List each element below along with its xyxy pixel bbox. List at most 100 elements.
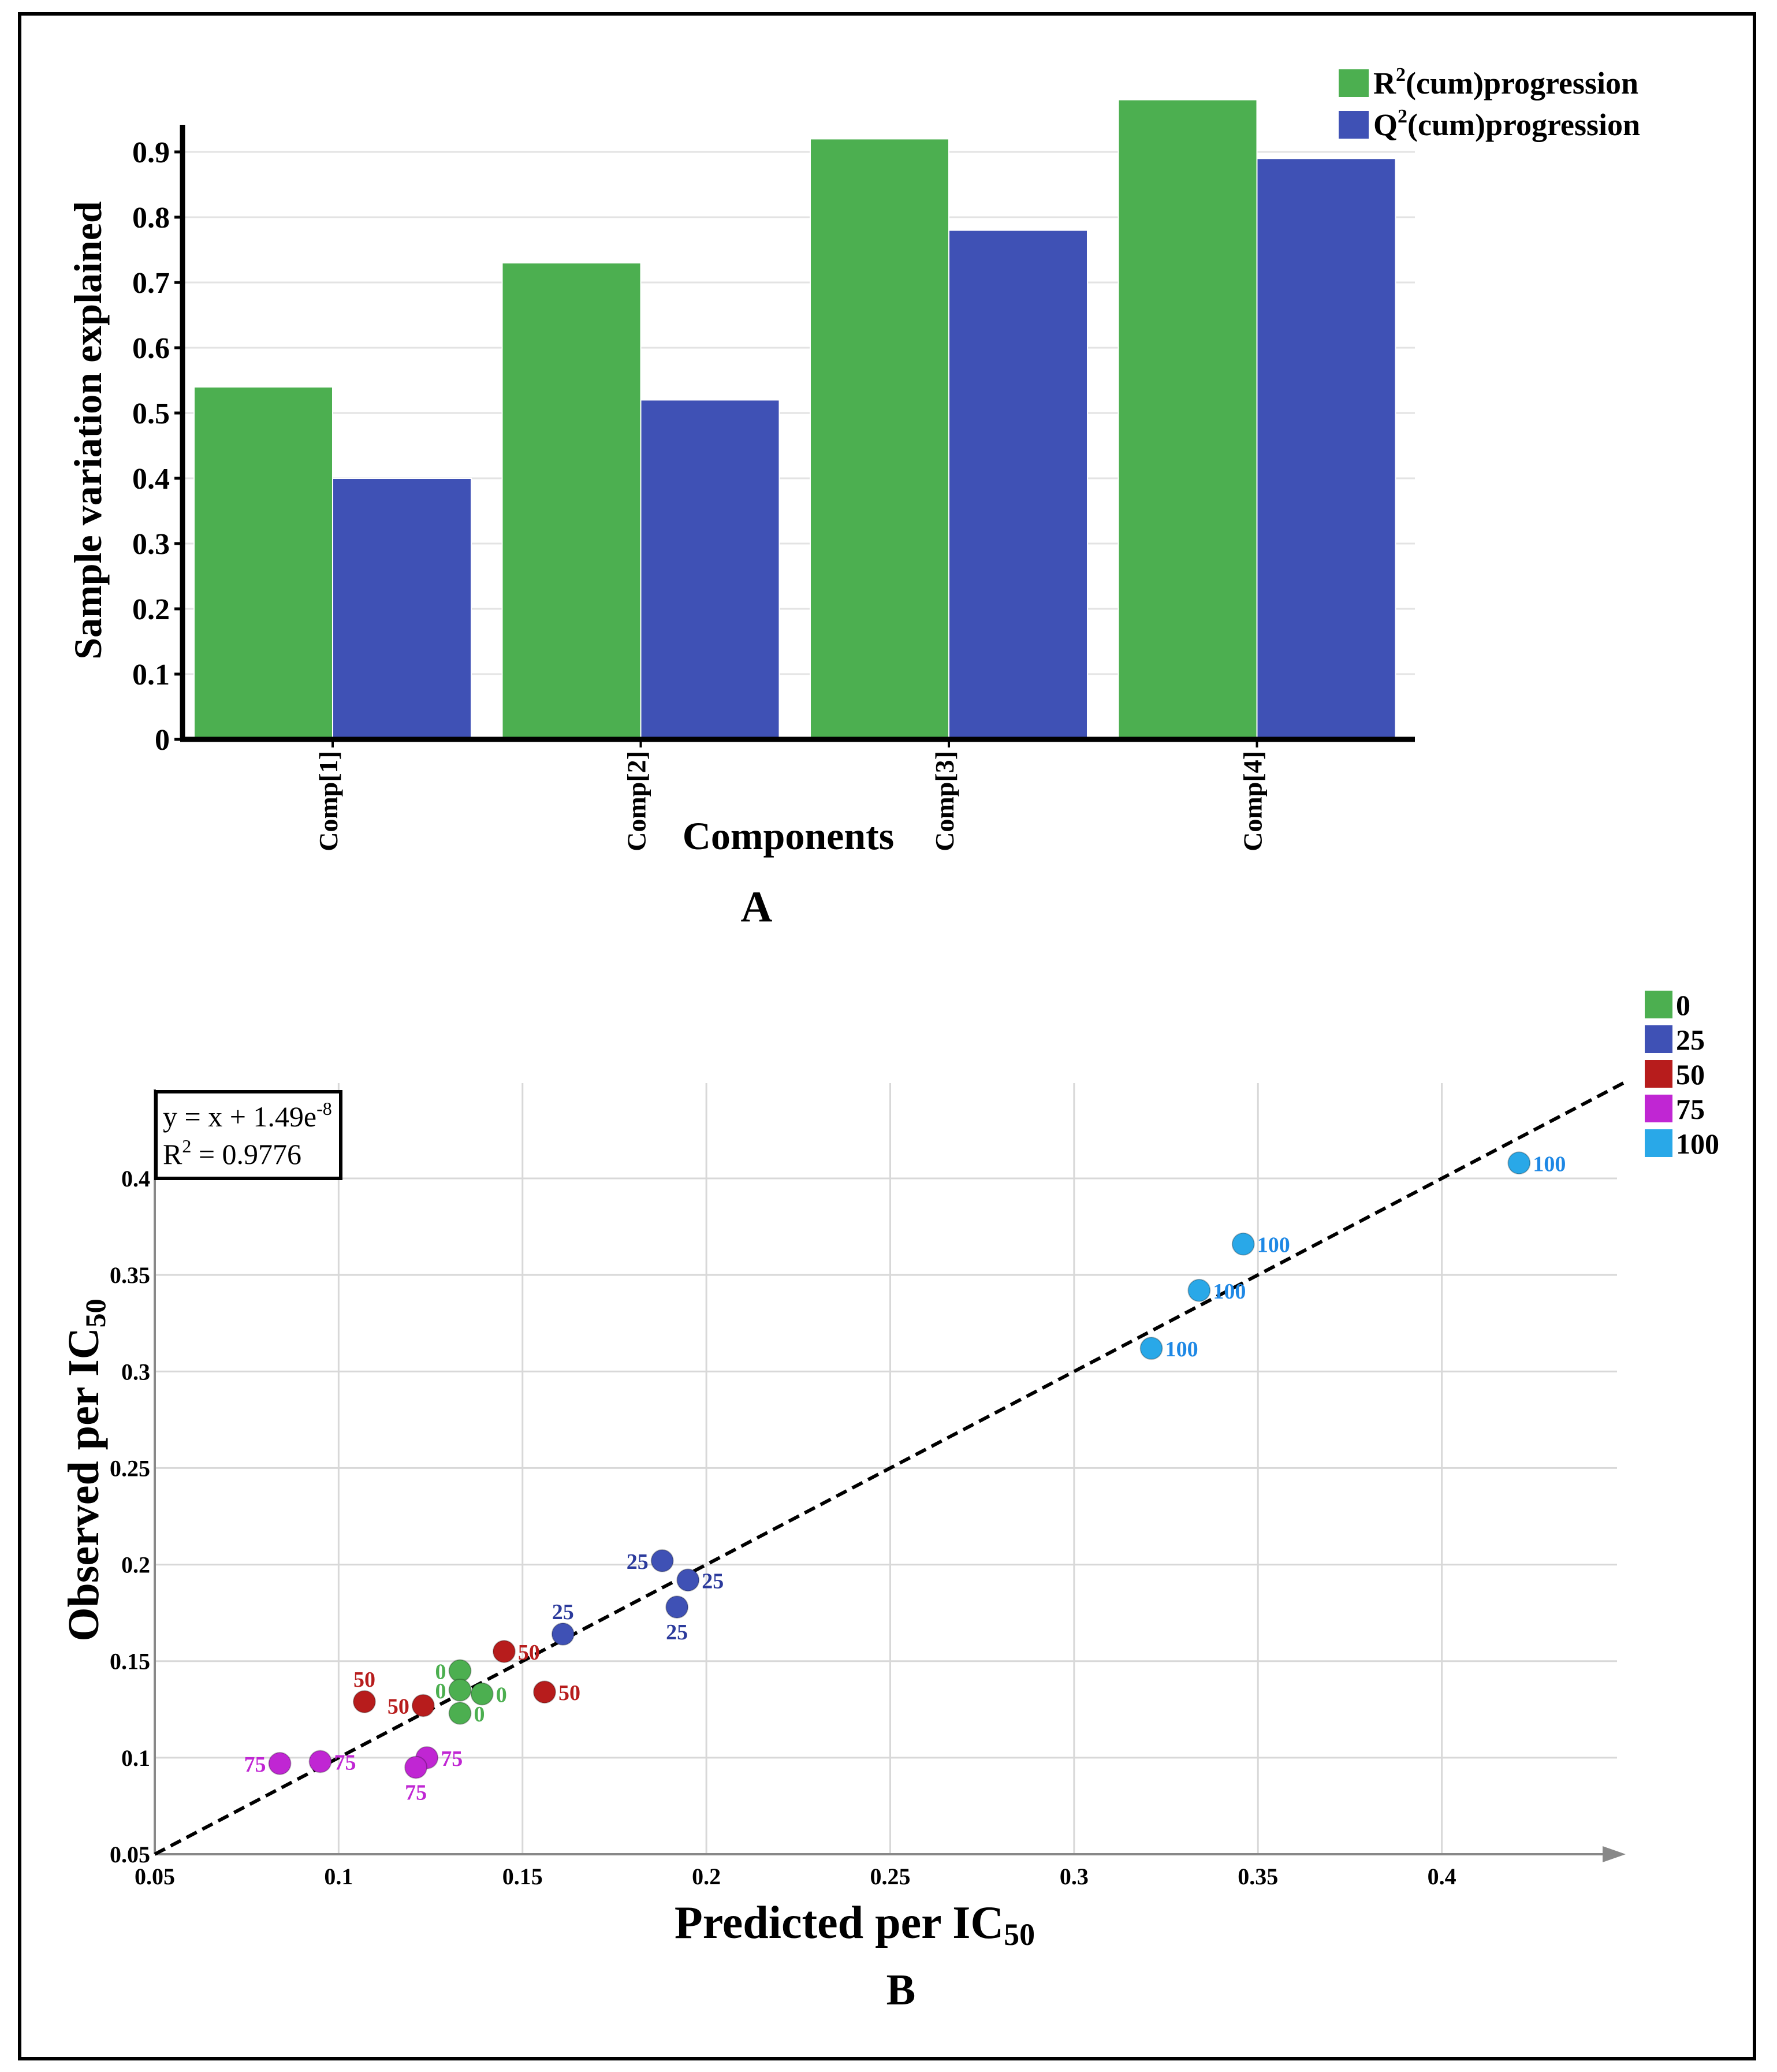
b-point-group-0 — [470, 1682, 494, 1706]
b-legend-swatch — [1645, 1025, 1672, 1053]
equation-line-2: R2 = 0.9776 — [163, 1136, 301, 1170]
b-point-group-50 — [532, 1680, 556, 1704]
b-point-group-50 — [352, 1690, 376, 1713]
b-point-label: 25 — [702, 1569, 724, 1593]
panel-b-y-axis-title-text: Observed per IC — [59, 1327, 108, 1641]
a-legend-name: R — [1373, 66, 1396, 101]
a-y-tick-label: 0 — [155, 724, 170, 757]
b-x-tick-label: 0.1 — [324, 1863, 353, 1889]
b-point-group-0 — [448, 1659, 472, 1683]
b-point-group-0 — [448, 1678, 472, 1702]
b-x-tick-label: 0.4 — [1428, 1863, 1456, 1889]
a-bar-Comp[1]-R — [193, 386, 333, 740]
panel-b-y-axis-title-sub: 50 — [79, 1299, 111, 1327]
panel-b-x-axis-title-text: Predicted per IC — [675, 1898, 1004, 1948]
panel-b-caption: B — [886, 1966, 916, 2014]
b-point-group-0 — [448, 1701, 472, 1725]
b-point-label: 25 — [552, 1600, 574, 1624]
b-legend-label: 50 — [1676, 1058, 1705, 1091]
b-point-label: 25 — [627, 1550, 649, 1574]
a-y-tick-label: 0.3 — [132, 528, 170, 561]
a-y-tick-label: 0.2 — [132, 593, 170, 626]
panel-a-y-axis-title: Sample variation explained — [66, 201, 110, 660]
b-point-label: 100 — [1165, 1337, 1198, 1362]
b-point-label: 100 — [1213, 1279, 1246, 1304]
panel-b-x-ticks: 0.05 0.1 0.15 0.2 0.25 0.3 0.35 0.4 — [135, 1863, 1456, 1889]
a-bar-Comp[2]-R — [501, 262, 642, 741]
b-point-label: 75 — [441, 1747, 463, 1771]
b-point-label: 50 — [388, 1695, 409, 1719]
b-point-group-75 — [268, 1751, 292, 1775]
equation-line-1-text: y = x + 1.49e — [163, 1100, 316, 1133]
b-y-tick-label: 0.35 — [110, 1262, 150, 1288]
equation-line-2-suffix: = 0.9776 — [191, 1138, 301, 1170]
b-point-label: 0 — [435, 1660, 446, 1684]
equation-line-2-prefix: R — [163, 1138, 182, 1170]
a-y-tick-label: 0.8 — [132, 202, 170, 235]
b-legend-label: 75 — [1676, 1093, 1705, 1125]
a-bar-Comp[2]-Q — [640, 399, 780, 740]
panel-b-gridlines — [155, 1083, 1617, 1854]
equation-line-2-sup: 2 — [182, 1136, 191, 1156]
a-legend-label: Q2(cum)progression — [1373, 106, 1640, 142]
b-y-tick-label: 0.1 — [121, 1745, 150, 1771]
b-point-label: 50 — [518, 1641, 540, 1665]
b-point-label: 100 — [1257, 1233, 1290, 1258]
b-y-tick-label: 0.15 — [110, 1649, 150, 1675]
equation-line-1: y = x + 1.49e-8 — [163, 1098, 332, 1133]
b-point-group-25 — [551, 1622, 575, 1646]
a-legend-suffix: (cum)progression — [1407, 107, 1640, 142]
b-point-label: 100 — [1533, 1152, 1566, 1176]
a-x-tick-label: Comp[1] — [314, 751, 343, 851]
a-legend-name: Q — [1373, 107, 1398, 142]
a-bar-Comp[4]-R — [1117, 99, 1258, 741]
a-y-tick-label: 0.6 — [132, 332, 170, 365]
panel-a-bar-chart: 00.10.20.30.40.50.60.70.80.9 Comp[1] Comp… — [66, 64, 1640, 931]
a-y-tick-label: 0.1 — [132, 659, 170, 691]
b-point-group-25 — [650, 1549, 674, 1572]
b-y-tick-label: 0.2 — [121, 1552, 150, 1578]
panel-a-y-ticks: 0 0.1 0.2 0.3 0.4 0.5 0.6 0.7 0.8 0.9 — [132, 136, 182, 757]
b-legend-swatch — [1645, 1129, 1672, 1157]
panel-a-x-axis-title: Components — [683, 814, 895, 858]
a-legend-swatch — [1339, 69, 1369, 97]
panel-b-x-axis-title: Predicted per IC50 — [675, 1898, 1035, 1952]
b-x-tick-label: 0.3 — [1060, 1863, 1089, 1889]
b-legend-label: 0 — [1676, 989, 1690, 1021]
a-x-tick-label: Comp[3] — [930, 751, 959, 851]
b-point-group-100 — [1187, 1278, 1211, 1302]
b-y-tick-label: 0.05 — [110, 1842, 150, 1868]
b-point-group-75 — [404, 1755, 428, 1779]
a-bar-Comp[1]-Q — [332, 478, 472, 740]
panel-a-caption: A — [741, 883, 773, 931]
panel-b-y-ticks: 0.05 0.1 0.15 0.2 0.25 0.3 0.35 0.4 — [110, 1166, 150, 1868]
panel-a-axes — [180, 125, 1415, 742]
b-legend-label: 25 — [1676, 1024, 1705, 1056]
b-point-group-100 — [1231, 1232, 1255, 1256]
b-point-label: 75 — [244, 1753, 266, 1777]
panel-b-x-axis-title-sub: 50 — [1004, 1917, 1035, 1952]
b-legend-label: 100 — [1676, 1128, 1719, 1160]
a-x-tick-label: Comp[2] — [622, 751, 651, 851]
a-y-tick-label: 0.7 — [132, 267, 170, 300]
b-point-group-100 — [1507, 1151, 1531, 1175]
b-point-label: 25 — [666, 1620, 688, 1645]
panel-b-scatter-plot: 0.05 0.1 0.15 0.2 0.25 0.3 0.35 0.4 0.05 0.1 0.15… — [59, 989, 1719, 2014]
b-x-tick-label: 0.35 — [1238, 1863, 1278, 1889]
a-bar-Comp[3]-Q — [948, 229, 1088, 741]
a-legend-sup: 2 — [1396, 64, 1406, 85]
b-point-label: 50 — [353, 1668, 375, 1692]
panel-b-equation-box: y = x + 1.49e-8 R2 = 0.9776 — [154, 1090, 342, 1180]
equation-box-frame — [154, 1090, 342, 1180]
b-x-tick-label: 0.05 — [135, 1863, 175, 1889]
panel-b-y-axis-title: Observed per IC50 — [59, 1299, 111, 1641]
b-x-tick-label: 0.25 — [870, 1863, 911, 1889]
a-legend-label: R2(cum)progression — [1373, 64, 1638, 101]
a-legend-suffix: (cum)progression — [1406, 66, 1638, 101]
a-y-tick-label: 0.5 — [132, 397, 170, 430]
b-point-group-50 — [492, 1640, 516, 1663]
b-point-group-75 — [308, 1750, 332, 1773]
